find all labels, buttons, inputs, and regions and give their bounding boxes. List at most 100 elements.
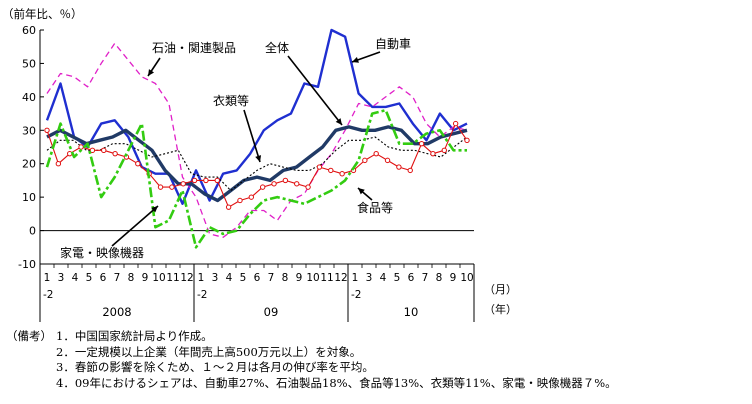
note-row-3: 3．春節の影響を除くため、１～２月は各月の伸び率を平均。 xyxy=(6,360,748,376)
series-point xyxy=(339,171,345,177)
notes-heading: （備考） xyxy=(6,329,52,343)
x-tick-label: 8 xyxy=(282,272,289,284)
x-tick-label: 11 xyxy=(320,272,333,284)
x-tick-label: 10 xyxy=(306,272,319,284)
annotation-arrowhead xyxy=(358,188,365,195)
x-tick-label: 9 xyxy=(450,272,457,284)
series-point xyxy=(396,164,402,170)
x-tick-label: 5 xyxy=(240,272,247,284)
x-unit-month: （月） xyxy=(484,283,517,296)
annotation-arrow xyxy=(243,109,261,163)
annotation-arrowhead xyxy=(335,118,342,125)
series-point xyxy=(44,127,50,133)
x-tick-label: 3 xyxy=(58,272,65,284)
annotation-arrowhead xyxy=(255,155,262,162)
x-tick-label: 10 xyxy=(152,272,165,284)
series-point xyxy=(203,177,209,184)
series-point xyxy=(237,197,243,204)
notes: （備考） 1．中国国家統計局より作成。 2．一定規模以上企業（年間売上高500万… xyxy=(6,329,748,391)
x-unit-year: （年） xyxy=(484,302,517,316)
x-tick-label: 3 xyxy=(366,272,373,284)
series-point xyxy=(271,181,277,187)
series-point xyxy=(294,181,300,187)
x-tick-label: 8 xyxy=(436,272,443,284)
series-point xyxy=(101,147,107,154)
series-point xyxy=(225,204,232,210)
x-tick-label: 4 xyxy=(72,272,79,284)
x-sub-label: -2 xyxy=(197,289,207,301)
series-point xyxy=(452,120,459,127)
x-tick-label: 11 xyxy=(166,272,179,284)
series-point xyxy=(282,177,289,184)
annotation-arrow xyxy=(287,55,343,126)
series-point xyxy=(441,147,447,154)
series-point xyxy=(157,184,164,190)
series-point xyxy=(78,144,84,150)
note-item: 2．一定規模以上企業（年間売上高500万元以上）を対象。 xyxy=(56,344,362,359)
series-point xyxy=(384,157,391,164)
label-food: 食品等 xyxy=(357,200,393,215)
note-item: 4．09年におけるシェアは、自動車27%、石油製品18%、食品等13%、衣類等1… xyxy=(56,375,617,390)
label-total: 全体 xyxy=(265,40,289,55)
note-row-2: 2．一定規模以上企業（年間売上高500万元以上）を対象。 xyxy=(6,345,748,361)
y-tick-label: 40 xyxy=(22,91,36,104)
series-point xyxy=(328,167,334,174)
series-line xyxy=(46,125,468,203)
x-tick-label: 1 xyxy=(44,272,51,284)
note-item: 1．中国国家統計局より作成。 xyxy=(56,329,213,343)
series-point xyxy=(464,137,470,144)
x-sub-label: -2 xyxy=(351,289,361,301)
x-tick-label: 7 xyxy=(422,272,429,284)
series-line xyxy=(46,136,468,192)
series-point xyxy=(316,164,323,170)
x-tick-label: 5 xyxy=(86,272,93,284)
series-point xyxy=(55,161,62,167)
x-tick-label: 5 xyxy=(394,272,401,284)
series-point xyxy=(112,150,118,157)
label-clothing: 衣類等 xyxy=(213,93,249,108)
note-row-4: 4．09年におけるシェアは、自動車27%、石油製品18%、食品等13%、衣類等1… xyxy=(6,376,748,392)
annotation-arrowhead xyxy=(151,206,158,213)
series-line xyxy=(46,42,468,238)
year-label: 2008 xyxy=(102,305,131,319)
x-tick-label: 8 xyxy=(128,272,135,284)
x-tick-label: 4 xyxy=(226,272,233,284)
series-point xyxy=(305,184,311,190)
series-line xyxy=(45,28,468,206)
x-tick-label: 6 xyxy=(254,272,261,284)
x-tick-label: 1 xyxy=(198,272,205,284)
series-point xyxy=(362,157,368,164)
x-tick-label: 12 xyxy=(180,272,193,284)
label-oil: 石油・関連製品 xyxy=(152,41,236,55)
series-point xyxy=(169,184,175,190)
y-tick-label: 60 xyxy=(22,24,36,37)
note-row-1: （備考） 1．中国国家統計局より作成。 xyxy=(6,329,748,345)
y-tick-label: 0 xyxy=(29,225,36,238)
y-tick-label: 20 xyxy=(22,158,36,171)
label-appliances: 家電・映像機器 xyxy=(60,245,144,260)
y-tick-label: -10 xyxy=(18,258,36,271)
chart-series xyxy=(44,28,470,249)
x-tick-label: 1 xyxy=(352,272,359,284)
series-point xyxy=(89,147,96,154)
series-point xyxy=(418,140,425,147)
chart-axes: -10 0 10 20 30 40 50 60 xyxy=(18,24,475,322)
annotation-arrowhead xyxy=(148,69,155,76)
series-point xyxy=(259,184,266,190)
series-point xyxy=(407,167,413,174)
series-point xyxy=(373,150,379,157)
series-point xyxy=(248,194,255,200)
year-label: 10 xyxy=(404,305,419,319)
x-tick-label: 12 xyxy=(334,272,347,284)
x-tick-label: 7 xyxy=(114,272,121,284)
x-sub-label: -2 xyxy=(43,289,53,301)
x-tick-label: 6 xyxy=(100,272,107,284)
series-point xyxy=(191,177,198,184)
year-label: 09 xyxy=(264,305,279,319)
annotation-arrow xyxy=(111,205,159,247)
x-tick-label: 4 xyxy=(380,272,387,284)
series-point xyxy=(180,181,186,187)
series-point xyxy=(135,161,141,167)
label-auto: 自動車 xyxy=(375,37,411,51)
